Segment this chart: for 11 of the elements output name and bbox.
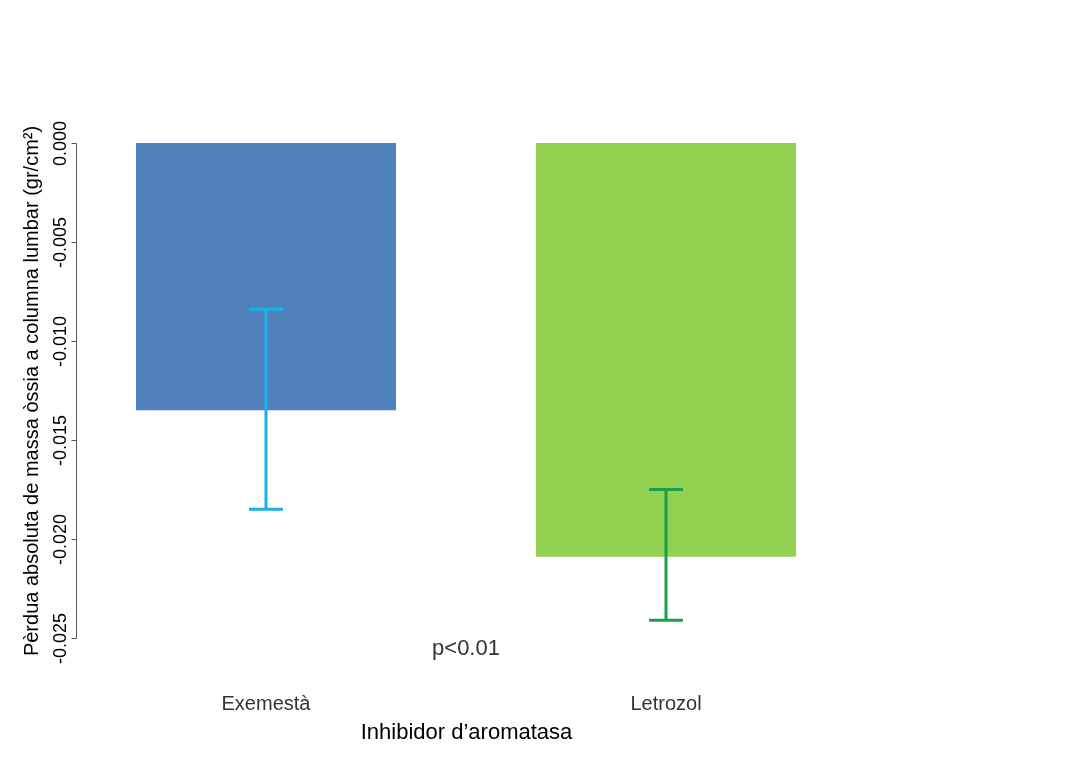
y-tick-label: -0.005 (49, 216, 70, 269)
y-axis-title: Pèrdua absoluta de massa òssia a columna lumbar (gr/cm²) (19, 125, 42, 657)
annotation: p<0.01 (432, 635, 500, 660)
x-tick-label: Exemestà (221, 691, 312, 714)
x-axis-title: Inhibidor d’aromatasa (360, 718, 574, 744)
y-tick-label: 0.000 (49, 120, 70, 167)
y-tick-label: -0.025 (49, 612, 70, 665)
y-tick-label: -0.010 (49, 315, 70, 368)
x-tick-label: Letrozol (630, 691, 702, 714)
y-tick-label: -0.015 (49, 414, 70, 467)
y-tick-label: -0.020 (49, 513, 70, 566)
